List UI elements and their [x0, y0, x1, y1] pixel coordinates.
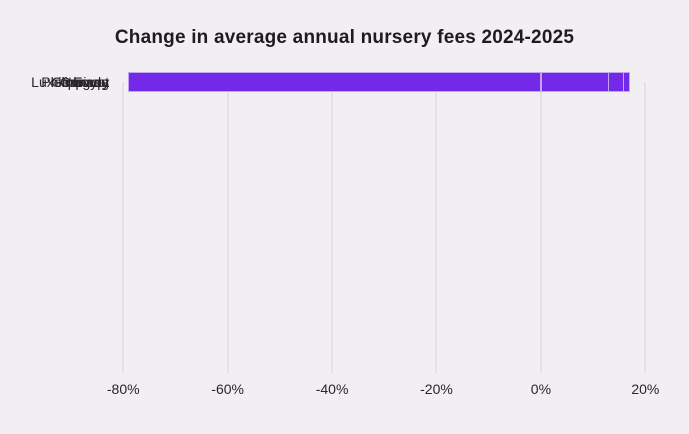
chart-title: Change in average annual nursery fees 20…: [114, 27, 575, 48]
x-tick-label: -20%: [420, 381, 453, 397]
x-tick-label: -40%: [315, 381, 349, 397]
category-label: Norway: [61, 74, 109, 90]
gridline--60%: [226, 82, 229, 373]
category-label: Philippines: [41, 74, 109, 90]
x-tick-label: 0%: [530, 381, 552, 397]
bar-canada: [128, 72, 541, 92]
category-label: Canada: [59, 74, 109, 90]
x-tick-label: -80%: [106, 381, 140, 397]
x-tick-label: 20%: [631, 381, 660, 397]
gridline-20%: [644, 82, 647, 373]
gridline-0%: [539, 82, 542, 373]
x-tick-label: -60%: [211, 381, 244, 397]
category-label: Luxembourg: [31, 74, 109, 90]
gridline--80%: [122, 82, 125, 373]
gridline--40%: [331, 82, 334, 373]
bar-philippines: [540, 72, 609, 92]
category-label: Germany: [51, 74, 109, 90]
gridline--20%: [435, 82, 438, 373]
x-axis: -80% -60% -40% -20% 0% 20%: [107, 381, 661, 399]
category-label: Egypt: [73, 74, 109, 90]
plot-area: Egypt Germany Philippines Luxembourg Norway C…: [31, 72, 661, 373]
